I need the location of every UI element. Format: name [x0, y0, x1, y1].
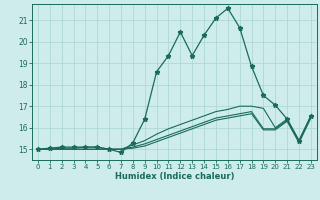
X-axis label: Humidex (Indice chaleur): Humidex (Indice chaleur)	[115, 172, 234, 181]
